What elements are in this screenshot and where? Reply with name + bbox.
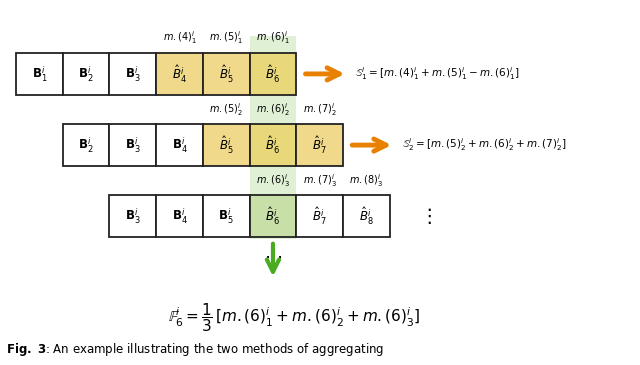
Text: $\hat{B}_7^i$: $\hat{B}_7^i$ bbox=[312, 205, 327, 227]
Text: $\hat{B}_8^i$: $\hat{B}_8^i$ bbox=[359, 205, 374, 227]
Text: $\mathbf{B}_3^i$: $\mathbf{B}_3^i$ bbox=[125, 207, 141, 226]
Text: $m.(5)_2^i$: $m.(5)_2^i$ bbox=[209, 101, 243, 118]
Text: $\hat{B}_6^i$: $\hat{B}_6^i$ bbox=[266, 134, 280, 156]
Bar bbox=[203, 53, 250, 95]
Text: $\cdots$: $\cdots$ bbox=[264, 248, 282, 266]
Bar bbox=[109, 195, 156, 237]
Text: $\hat{B}_6^i$: $\hat{B}_6^i$ bbox=[266, 205, 280, 227]
Bar bbox=[63, 53, 109, 95]
Text: $\mathbf{B}_2^i$: $\mathbf{B}_2^i$ bbox=[78, 135, 94, 155]
Bar bbox=[156, 124, 203, 166]
Text: $\mathbf{B}_2^i$: $\mathbf{B}_2^i$ bbox=[78, 64, 94, 84]
Text: $\mathbf{B}_5^i$: $\mathbf{B}_5^i$ bbox=[218, 207, 234, 226]
Bar bbox=[250, 195, 296, 237]
Text: $\mathbb{S}_1^i = [m.(4)_1^i + m.(5)_1^i - m.(6)_1^i]$: $\mathbb{S}_1^i = [m.(4)_1^i + m.(5)_1^i… bbox=[355, 65, 520, 82]
Text: $m.(8)_3^i$: $m.(8)_3^i$ bbox=[349, 172, 383, 189]
Text: $\mathbb{S}_2^i = [m.(5)_2^i + m.(6)_2^i + m.(7)_2^i]$: $\mathbb{S}_2^i = [m.(5)_2^i + m.(6)_2^i… bbox=[402, 137, 566, 154]
Text: $\hat{B}_7^i$: $\hat{B}_7^i$ bbox=[312, 134, 327, 156]
Text: $\hat{B}_6^i$: $\hat{B}_6^i$ bbox=[266, 63, 280, 85]
Bar bbox=[296, 124, 343, 166]
Bar bbox=[296, 195, 343, 237]
Bar bbox=[343, 195, 390, 237]
Text: $\mathbf{B}_3^i$: $\mathbf{B}_3^i$ bbox=[125, 135, 141, 155]
Text: $\mathbf{Fig.\ 3}$: An example illustrating the two methods of aggregating: $\mathbf{Fig.\ 3}$: An example illustrat… bbox=[6, 341, 385, 358]
Text: $m.(7)_3^i$: $m.(7)_3^i$ bbox=[303, 172, 337, 189]
Bar bbox=[203, 195, 250, 237]
Bar bbox=[109, 124, 156, 166]
Text: $m.(7)_2^i$: $m.(7)_2^i$ bbox=[303, 101, 337, 118]
Text: $\mathbf{B}_3^i$: $\mathbf{B}_3^i$ bbox=[125, 64, 141, 84]
Text: $m.(6)_2^i$: $m.(6)_2^i$ bbox=[256, 101, 290, 118]
Bar bbox=[250, 36, 296, 239]
Bar bbox=[250, 124, 296, 166]
Bar bbox=[156, 53, 203, 95]
Text: $\vdots$: $\vdots$ bbox=[419, 206, 431, 226]
Text: $m.(6)_1^i$: $m.(6)_1^i$ bbox=[256, 30, 290, 46]
Text: $\mathbb{F}_6^i = \dfrac{1}{3}\,[m.(6)_1^i + m.(6)_2^i + m.(6)_3^i]$: $\mathbb{F}_6^i = \dfrac{1}{3}\,[m.(6)_1… bbox=[168, 301, 420, 334]
Text: $\hat{B}_5^i$: $\hat{B}_5^i$ bbox=[219, 63, 234, 85]
Text: $m.(6)_3^i$: $m.(6)_3^i$ bbox=[256, 172, 290, 189]
Bar bbox=[156, 195, 203, 237]
Text: $\hat{B}_5^i$: $\hat{B}_5^i$ bbox=[219, 134, 234, 156]
Bar bbox=[16, 53, 63, 95]
Bar bbox=[63, 124, 109, 166]
Text: $\mathbf{B}_1^i$: $\mathbf{B}_1^i$ bbox=[31, 64, 47, 84]
Text: $\mathbf{B}_4^i$: $\mathbf{B}_4^i$ bbox=[172, 135, 188, 155]
Bar bbox=[203, 124, 250, 166]
Bar bbox=[250, 53, 296, 95]
Text: $\hat{B}_4^i$: $\hat{B}_4^i$ bbox=[172, 63, 187, 85]
Text: $m.(4)_1^i$: $m.(4)_1^i$ bbox=[163, 30, 196, 46]
Text: $m.(5)_1^i$: $m.(5)_1^i$ bbox=[209, 30, 243, 46]
Text: $\mathbf{B}_4^i$: $\mathbf{B}_4^i$ bbox=[172, 207, 188, 226]
Bar bbox=[109, 53, 156, 95]
